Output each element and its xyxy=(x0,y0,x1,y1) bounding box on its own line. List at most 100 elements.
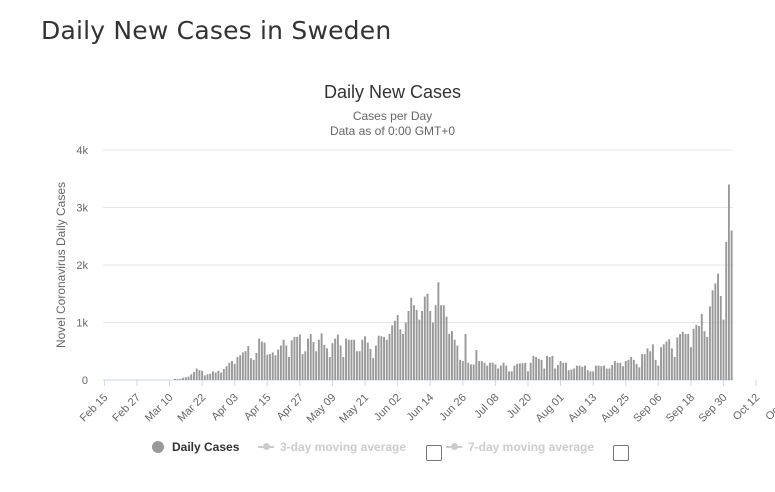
bar[interactable] xyxy=(543,368,546,381)
bar[interactable] xyxy=(418,319,421,381)
bar[interactable] xyxy=(698,325,701,380)
bar[interactable] xyxy=(445,316,448,380)
bar[interactable] xyxy=(421,311,424,380)
bar[interactable] xyxy=(301,354,304,381)
bar[interactable] xyxy=(269,354,271,381)
bar[interactable] xyxy=(176,379,179,380)
bar[interactable] xyxy=(654,359,657,381)
bar[interactable] xyxy=(532,355,535,380)
bar[interactable] xyxy=(513,365,516,381)
bar[interactable] xyxy=(220,372,223,380)
bar[interactable] xyxy=(385,339,388,380)
bar[interactable] xyxy=(657,365,660,381)
bar[interactable] xyxy=(396,315,399,380)
bar[interactable] xyxy=(328,357,331,380)
7day-checkbox[interactable] xyxy=(613,445,629,461)
bar[interactable] xyxy=(662,344,665,380)
bar[interactable] xyxy=(540,359,543,381)
bar[interactable] xyxy=(559,361,562,380)
bar[interactable] xyxy=(524,362,527,380)
bar[interactable] xyxy=(239,355,242,380)
bar[interactable] xyxy=(687,334,690,380)
bar[interactable] xyxy=(643,354,646,381)
bar[interactable] xyxy=(429,311,432,380)
bar[interactable] xyxy=(537,358,540,380)
bar[interactable] xyxy=(350,339,353,380)
bar[interactable] xyxy=(470,364,472,380)
bar[interactable] xyxy=(489,362,491,380)
bar[interactable] xyxy=(692,328,695,380)
bar[interactable] xyxy=(380,336,383,380)
bar[interactable] xyxy=(584,365,586,381)
bar[interactable] xyxy=(434,305,437,380)
bar[interactable] xyxy=(228,362,231,380)
bar[interactable] xyxy=(372,358,375,380)
bar[interactable] xyxy=(627,359,630,381)
bar[interactable] xyxy=(565,362,567,380)
bar[interactable] xyxy=(535,357,538,380)
bar[interactable] xyxy=(711,290,714,380)
bar[interactable] xyxy=(426,293,429,380)
bar[interactable] xyxy=(619,362,622,380)
bar[interactable] xyxy=(203,375,206,380)
bar[interactable] xyxy=(383,336,386,381)
bar[interactable] xyxy=(497,368,500,381)
bar[interactable] xyxy=(622,366,624,380)
bar[interactable] xyxy=(407,311,410,380)
bar[interactable] xyxy=(586,370,589,380)
bar[interactable] xyxy=(241,352,244,380)
bar[interactable] xyxy=(529,362,532,380)
bar[interactable] xyxy=(505,365,508,381)
bar[interactable] xyxy=(464,334,467,380)
bar[interactable] xyxy=(190,374,193,380)
bar[interactable] xyxy=(570,369,573,380)
bar[interactable] xyxy=(459,359,462,381)
bar[interactable] xyxy=(681,331,684,380)
bar[interactable] xyxy=(475,350,478,380)
bar[interactable] xyxy=(616,362,619,380)
bar[interactable] xyxy=(187,376,190,380)
bar[interactable] xyxy=(605,368,608,381)
bar[interactable] xyxy=(603,365,605,381)
bar[interactable] xyxy=(252,359,255,381)
bar[interactable] xyxy=(361,339,364,380)
bar[interactable] xyxy=(347,339,350,380)
bar[interactable] xyxy=(491,362,494,380)
bar[interactable] xyxy=(668,339,671,380)
bar[interactable] xyxy=(247,346,250,380)
bar[interactable] xyxy=(366,342,369,381)
bar[interactable] xyxy=(589,371,592,381)
bar[interactable] xyxy=(437,282,440,380)
bar[interactable] xyxy=(508,371,510,381)
bar[interactable] xyxy=(725,242,728,380)
bar[interactable] xyxy=(209,373,212,380)
bar[interactable] xyxy=(222,369,225,380)
bar[interactable] xyxy=(233,363,236,380)
bar[interactable] xyxy=(345,338,347,380)
bar[interactable] xyxy=(600,366,603,380)
bar[interactable] xyxy=(730,230,733,381)
bar[interactable] xyxy=(250,358,252,380)
bar[interactable] xyxy=(554,368,557,381)
bar[interactable] xyxy=(285,345,288,381)
bar[interactable] xyxy=(374,345,377,381)
bar[interactable] xyxy=(448,334,451,380)
bar[interactable] xyxy=(641,354,643,381)
bar[interactable] xyxy=(611,365,614,380)
bar[interactable] xyxy=(483,362,486,380)
bar[interactable] xyxy=(456,345,459,381)
bar[interactable] xyxy=(184,377,187,381)
bar[interactable] xyxy=(399,329,402,380)
bar[interactable] xyxy=(567,370,570,380)
bar[interactable] xyxy=(453,339,456,380)
bar[interactable] xyxy=(225,366,228,380)
bar[interactable] xyxy=(646,348,649,381)
bar[interactable] xyxy=(527,371,529,381)
bar[interactable] xyxy=(632,359,635,381)
bar[interactable] xyxy=(423,296,426,381)
bar[interactable] xyxy=(279,345,282,381)
bar[interactable] xyxy=(578,365,581,381)
bar[interactable] xyxy=(461,361,464,380)
bar[interactable] xyxy=(679,334,681,380)
bar[interactable] xyxy=(660,347,662,380)
